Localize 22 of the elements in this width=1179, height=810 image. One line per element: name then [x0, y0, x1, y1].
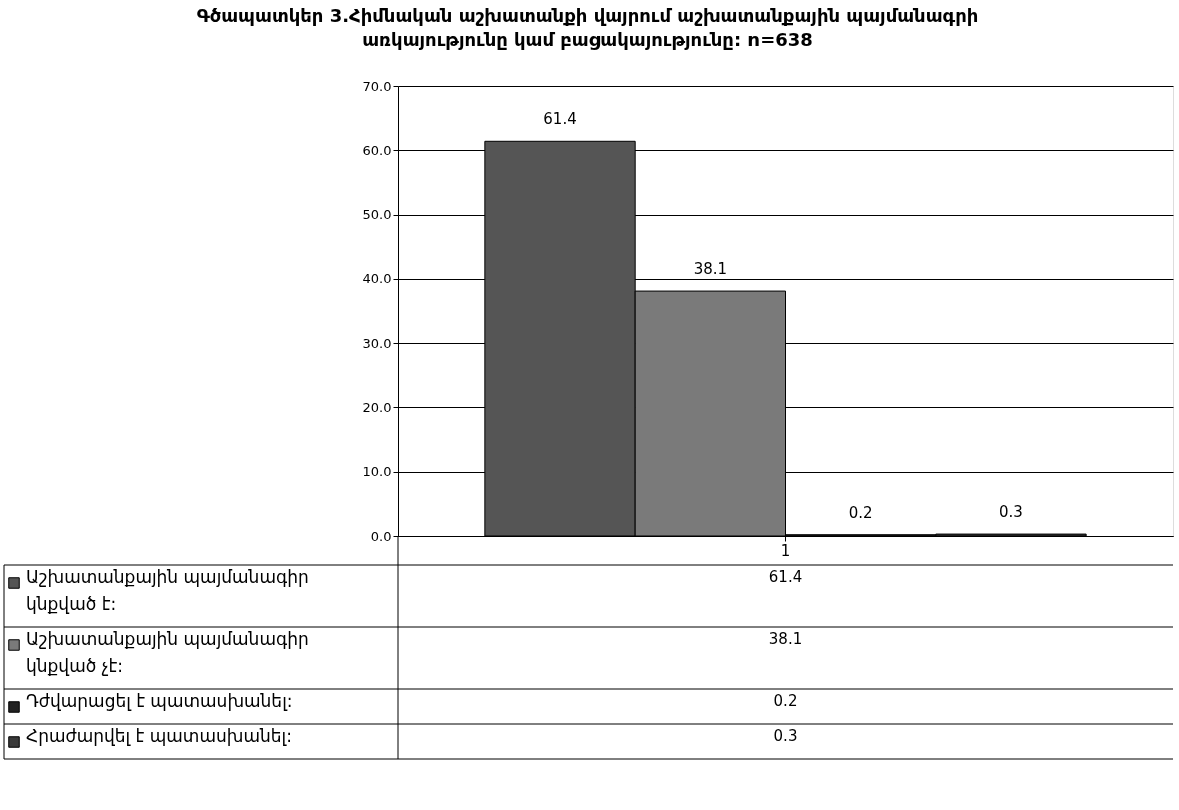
y-tick-label: 50.0 [362, 207, 392, 223]
text: 0.2 [773, 692, 798, 710]
data-label: 0.3 [999, 503, 1023, 522]
y-tick-label: 40.0 [362, 271, 392, 287]
y-tick-label: 60.0 [362, 142, 392, 158]
data-label: 0.2 [848, 503, 873, 522]
text: 61.4 [768, 568, 803, 586]
x-tick-label: 1 [780, 541, 791, 560]
data-label: 38.1 [693, 260, 728, 279]
text: 0.3 [773, 727, 798, 745]
y-tick-label: 70.0 [362, 78, 392, 94]
legend-label: Աշխատանքային պայմանագիր կնքված չէ: [26, 629, 309, 676]
y-tick-label: 30.0 [362, 335, 392, 351]
data-label: 61.4 [543, 110, 577, 129]
y-tick-label: 20.0 [362, 399, 392, 415]
y-tick-label: 10.0 [362, 464, 392, 480]
legend-label: Դժվարացել է պատասխանել: [26, 691, 293, 711]
chart-title: Գծապատկեր 3.Հիմնական աշխատանքի վայրում աշխատանքային պայմանագրի առկայությունը կամ բացակայությունը: n=638 [196, 5, 979, 50]
legend-label: Հրաժարվել է պատասխանել: [26, 726, 292, 746]
y-tick-label: 0.0 [370, 528, 392, 544]
text: 38.1 [768, 630, 803, 648]
legend-label: Աշխատանքային պայմանագիր կնքված է: [26, 567, 309, 614]
